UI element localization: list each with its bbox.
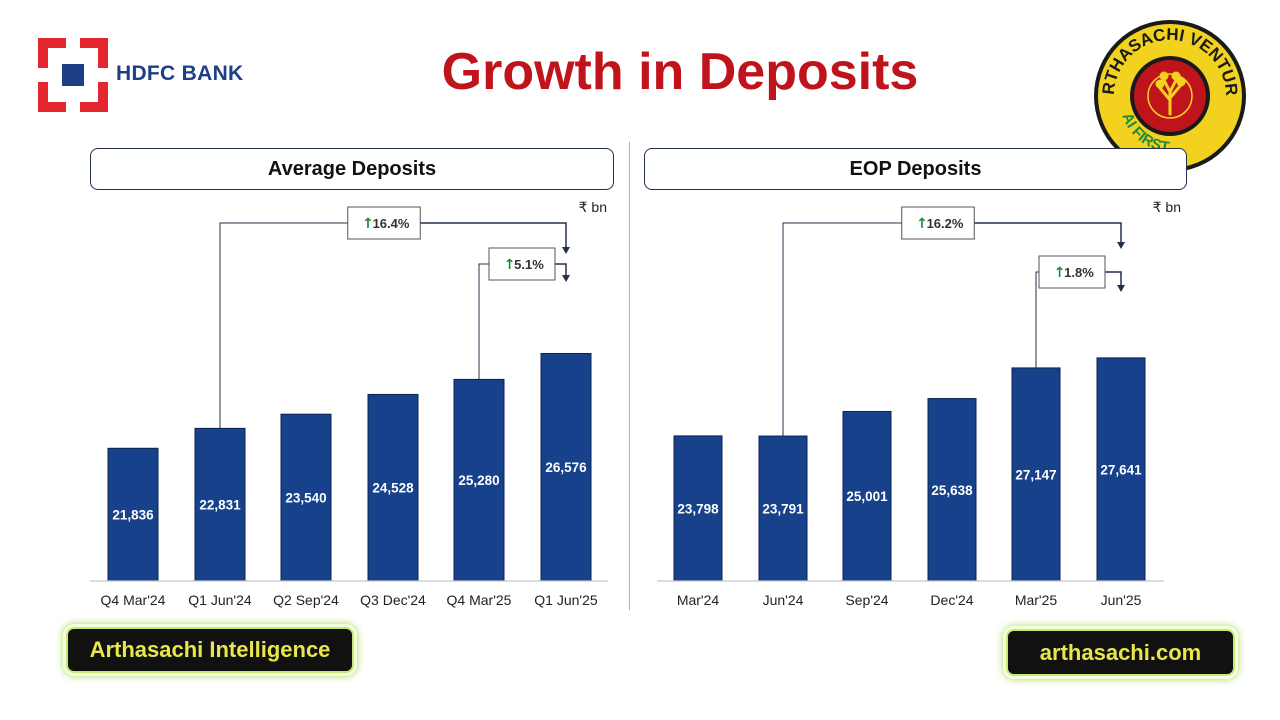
bar-4 bbox=[927, 398, 977, 582]
average-deposits-header: Average Deposits bbox=[90, 148, 614, 190]
down-arrow-icon bbox=[562, 275, 570, 282]
category-label: Q3 Dec'24 bbox=[360, 592, 426, 608]
arthasachi-seal-logo: ARTHASACHI VENTURE AI FIRST bbox=[1092, 18, 1246, 172]
growth-connector-left bbox=[1035, 271, 1039, 368]
growth-callout-box bbox=[347, 206, 421, 240]
average-deposits-chart: 21,836 Q4 Mar'24 22,831 Q1 Jun'24 23,540 Q2 S… bbox=[90, 199, 608, 608]
brand-name: HDFC BANK bbox=[116, 62, 244, 85]
growth-callout-box bbox=[901, 206, 975, 240]
panel-divider bbox=[629, 142, 630, 610]
bar-5 bbox=[1011, 367, 1061, 582]
arthasachi-website-button[interactable]: arthasachi.com bbox=[1006, 629, 1235, 676]
up-arrow-icon: ↑ bbox=[504, 257, 516, 273]
category-label: Q1 Jun'24 bbox=[188, 592, 252, 608]
bar-5 bbox=[453, 378, 505, 582]
hdfc-logo-mark-icon bbox=[38, 38, 108, 112]
growth-callout-box bbox=[1038, 255, 1106, 289]
arthasachi-intelligence-button[interactable]: Arthasachi Intelligence bbox=[66, 627, 354, 673]
growth-label: 16.2% bbox=[927, 216, 964, 231]
eop-deposits-header: EOP Deposits bbox=[644, 148, 1187, 190]
bar-3 bbox=[280, 413, 332, 582]
down-arrow-icon bbox=[1117, 242, 1125, 249]
value-label: 25,001 bbox=[846, 489, 888, 504]
growth-label: 5.1% bbox=[514, 257, 544, 272]
up-arrow-icon: ↑ bbox=[916, 216, 928, 232]
growth-connector-left bbox=[478, 263, 489, 380]
growth-connector-right bbox=[555, 263, 567, 276]
category-label: Mar'24 bbox=[677, 592, 720, 608]
bar-6 bbox=[540, 352, 592, 582]
value-label: 22,831 bbox=[199, 498, 241, 513]
eop-deposits-chart: 23,798 Mar'24 23,791 Jun'24 25,001 Sep'24 25,6… bbox=[657, 199, 1181, 608]
category-label: Jun'25 bbox=[1101, 592, 1142, 608]
growth-connector-right bbox=[420, 222, 567, 248]
category-label: Q1 Jun'25 bbox=[534, 592, 598, 608]
hdfc-logo: HDFC BANK bbox=[38, 38, 258, 112]
category-label: Q4 Mar'25 bbox=[447, 592, 512, 608]
growth-connector-left bbox=[219, 222, 348, 429]
value-label: 23,540 bbox=[285, 491, 326, 506]
value-label: 23,791 bbox=[762, 502, 804, 517]
unit-label: ₹ bn bbox=[579, 199, 607, 215]
value-label: 21,836 bbox=[112, 508, 154, 523]
value-label: 23,798 bbox=[677, 501, 719, 516]
bar-3 bbox=[842, 410, 892, 582]
down-arrow-icon bbox=[1117, 285, 1125, 292]
bar-1 bbox=[673, 435, 723, 582]
category-label: Q2 Sep'24 bbox=[273, 592, 339, 608]
growth-connector-right bbox=[1105, 271, 1122, 286]
bar-4 bbox=[367, 393, 419, 582]
bar-2 bbox=[194, 427, 246, 582]
growth-connector-right bbox=[974, 222, 1122, 243]
value-label: 25,638 bbox=[931, 483, 973, 498]
growth-label: 16.4% bbox=[373, 216, 410, 231]
category-label: Q4 Mar'24 bbox=[101, 592, 166, 608]
category-label: Jun'24 bbox=[763, 592, 804, 608]
up-arrow-icon: ↑ bbox=[1054, 265, 1066, 281]
value-label: 27,147 bbox=[1015, 467, 1056, 482]
growth-connector-left bbox=[782, 222, 902, 437]
growth-label: 1.8% bbox=[1064, 265, 1094, 280]
bar-6 bbox=[1096, 357, 1146, 582]
tree-icon bbox=[1155, 71, 1186, 116]
growth-callout-box bbox=[488, 247, 556, 281]
value-label: 26,576 bbox=[545, 460, 587, 475]
unit-label: ₹ bn bbox=[1153, 199, 1181, 215]
value-label: 27,641 bbox=[1100, 462, 1142, 477]
bar-2 bbox=[758, 435, 808, 582]
category-label: Dec'24 bbox=[930, 592, 973, 608]
up-arrow-icon: ↑ bbox=[362, 216, 374, 232]
page-title: Growth in Deposits bbox=[441, 43, 919, 101]
category-label: Sep'24 bbox=[845, 592, 888, 608]
value-label: 25,280 bbox=[458, 473, 499, 488]
value-label: 24,528 bbox=[372, 481, 414, 496]
down-arrow-icon bbox=[562, 247, 570, 254]
category-label: Mar'25 bbox=[1015, 592, 1058, 608]
